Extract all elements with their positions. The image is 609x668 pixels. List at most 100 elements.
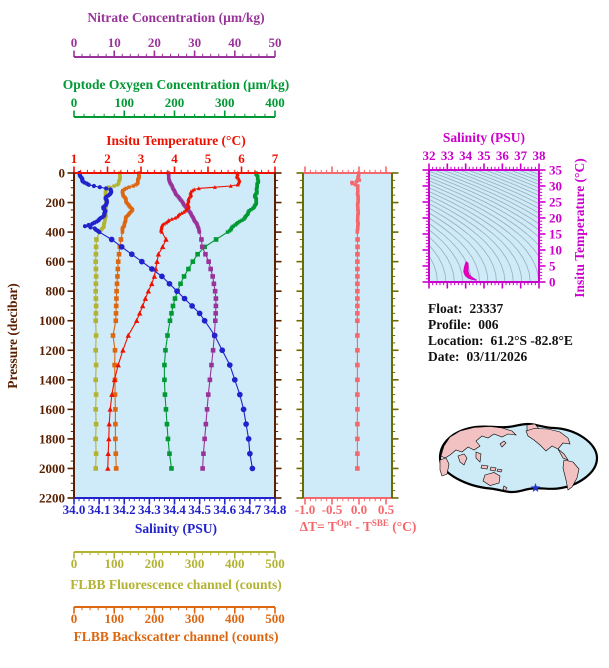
data-point xyxy=(93,318,98,323)
data-point xyxy=(208,378,213,383)
data-point xyxy=(219,347,225,353)
data-point xyxy=(355,281,360,286)
fluorescence-axis-tick-label: 300 xyxy=(185,556,205,571)
data-point xyxy=(237,392,243,398)
ts-salinity-axis-tick-label: 36 xyxy=(496,148,510,163)
pressure-tick-label: 600 xyxy=(46,254,66,269)
data-point xyxy=(203,252,208,257)
backscatter-axis-tick-label: 200 xyxy=(145,611,165,626)
data-point xyxy=(116,183,119,186)
backscatter-axis-tick-label: 300 xyxy=(185,611,205,626)
data-point xyxy=(162,378,167,383)
pressure-tick-label: 0 xyxy=(59,166,66,181)
oxygen-axis-tick-label: 200 xyxy=(165,95,185,110)
delta-axis-bottom-tick-label: 0.5 xyxy=(378,502,395,517)
data-point xyxy=(114,318,119,323)
data-point xyxy=(355,363,360,368)
fluorescence-axis-title: FLBB Fluorescence channel (counts) xyxy=(70,577,282,592)
data-point xyxy=(165,333,170,338)
salinity-axis-tick-label: 34.6 xyxy=(213,502,236,517)
backscatter-axis-tick-label: 500 xyxy=(265,611,285,626)
data-point xyxy=(213,318,218,323)
salinity-axis-tick-label: 34.7 xyxy=(239,502,262,517)
data-point xyxy=(355,437,360,442)
ts-temp-tick-label: 35 xyxy=(549,163,563,178)
pressure-tick-label: 400 xyxy=(46,225,66,240)
data-point xyxy=(93,407,98,412)
data-point xyxy=(94,252,99,257)
data-point xyxy=(182,296,188,302)
world-map xyxy=(440,424,597,492)
data-point xyxy=(98,185,102,189)
ts-temp-tick-label: 30 xyxy=(549,179,562,194)
data-point xyxy=(209,363,214,368)
nitrate-axis-tick-label: 10 xyxy=(108,35,121,50)
data-point xyxy=(113,407,118,412)
data-point xyxy=(163,348,168,353)
data-point xyxy=(241,407,247,413)
pressure-tick-label: 2000 xyxy=(39,461,65,476)
data-point xyxy=(191,259,196,264)
ts-temp-tick-label: 20 xyxy=(549,211,562,226)
data-point xyxy=(94,281,99,286)
oxygen-axis-tick-label: 400 xyxy=(265,95,285,110)
data-point xyxy=(167,281,173,287)
data-point xyxy=(116,259,121,264)
nitrate-axis-tick-label: 0 xyxy=(71,35,78,50)
data-point xyxy=(355,378,360,383)
ts-salinity-axis-tick-label: 35 xyxy=(478,148,492,163)
data-point xyxy=(202,437,207,442)
data-point xyxy=(355,180,358,183)
data-point xyxy=(104,186,108,190)
data-point xyxy=(113,348,118,353)
data-point xyxy=(169,311,174,316)
salinity-axis-tick-label: 34.0 xyxy=(63,502,86,517)
data-point xyxy=(246,436,252,442)
ts-background xyxy=(429,170,539,282)
temperature-axis-tick-label: 2 xyxy=(104,151,111,166)
data-point xyxy=(119,237,124,242)
oxygen-axis-title: Optode Oxygen Concentration (µm/kg) xyxy=(63,77,289,92)
data-point xyxy=(226,230,229,233)
data-point xyxy=(93,259,98,264)
data-point xyxy=(355,392,360,397)
pressure-tick-label: 1000 xyxy=(39,313,65,328)
data-point xyxy=(210,274,215,279)
data-point xyxy=(93,289,98,294)
data-point xyxy=(250,466,256,472)
salinity-axis-tick-label: 34.2 xyxy=(113,502,136,517)
data-point xyxy=(114,466,119,471)
data-point xyxy=(94,363,99,368)
oxygen-axis-tick-label: 300 xyxy=(215,95,235,110)
data-point xyxy=(214,237,219,242)
data-point xyxy=(227,362,233,368)
ts-salinity-axis-tick-label: 38 xyxy=(533,148,547,163)
pressure-axis-title: Pressure (decibar) xyxy=(5,283,20,389)
ts-temp-tick-label: 10 xyxy=(549,243,562,258)
data-point xyxy=(204,422,209,427)
data-point xyxy=(171,304,176,309)
data-point xyxy=(213,311,218,316)
data-point xyxy=(116,267,121,272)
data-point xyxy=(186,267,191,272)
ts-temp-tick-label: 5 xyxy=(549,259,556,274)
data-point xyxy=(355,259,360,264)
data-point xyxy=(199,237,204,242)
ts-salinity-title: Salinity (PSU) xyxy=(443,130,525,145)
nitrate-axis-tick-label: 40 xyxy=(228,35,241,50)
data-point xyxy=(168,318,173,323)
data-point xyxy=(355,304,360,309)
temperature-axis-tick-label: 4 xyxy=(171,151,178,166)
data-point xyxy=(206,392,211,397)
data-point xyxy=(97,230,101,234)
salinity-axis-tick-label: 34.1 xyxy=(88,502,111,517)
delta-axis-bottom-tick-label: -0.5 xyxy=(322,502,343,517)
data-point xyxy=(109,237,115,243)
data-point xyxy=(94,451,99,456)
data-point xyxy=(159,274,165,280)
salinity-axis-tick-label: 34.4 xyxy=(163,502,186,517)
data-point xyxy=(121,230,124,233)
backscatter-axis-tick-label: 400 xyxy=(225,611,245,626)
delta-panel-background xyxy=(303,173,392,498)
